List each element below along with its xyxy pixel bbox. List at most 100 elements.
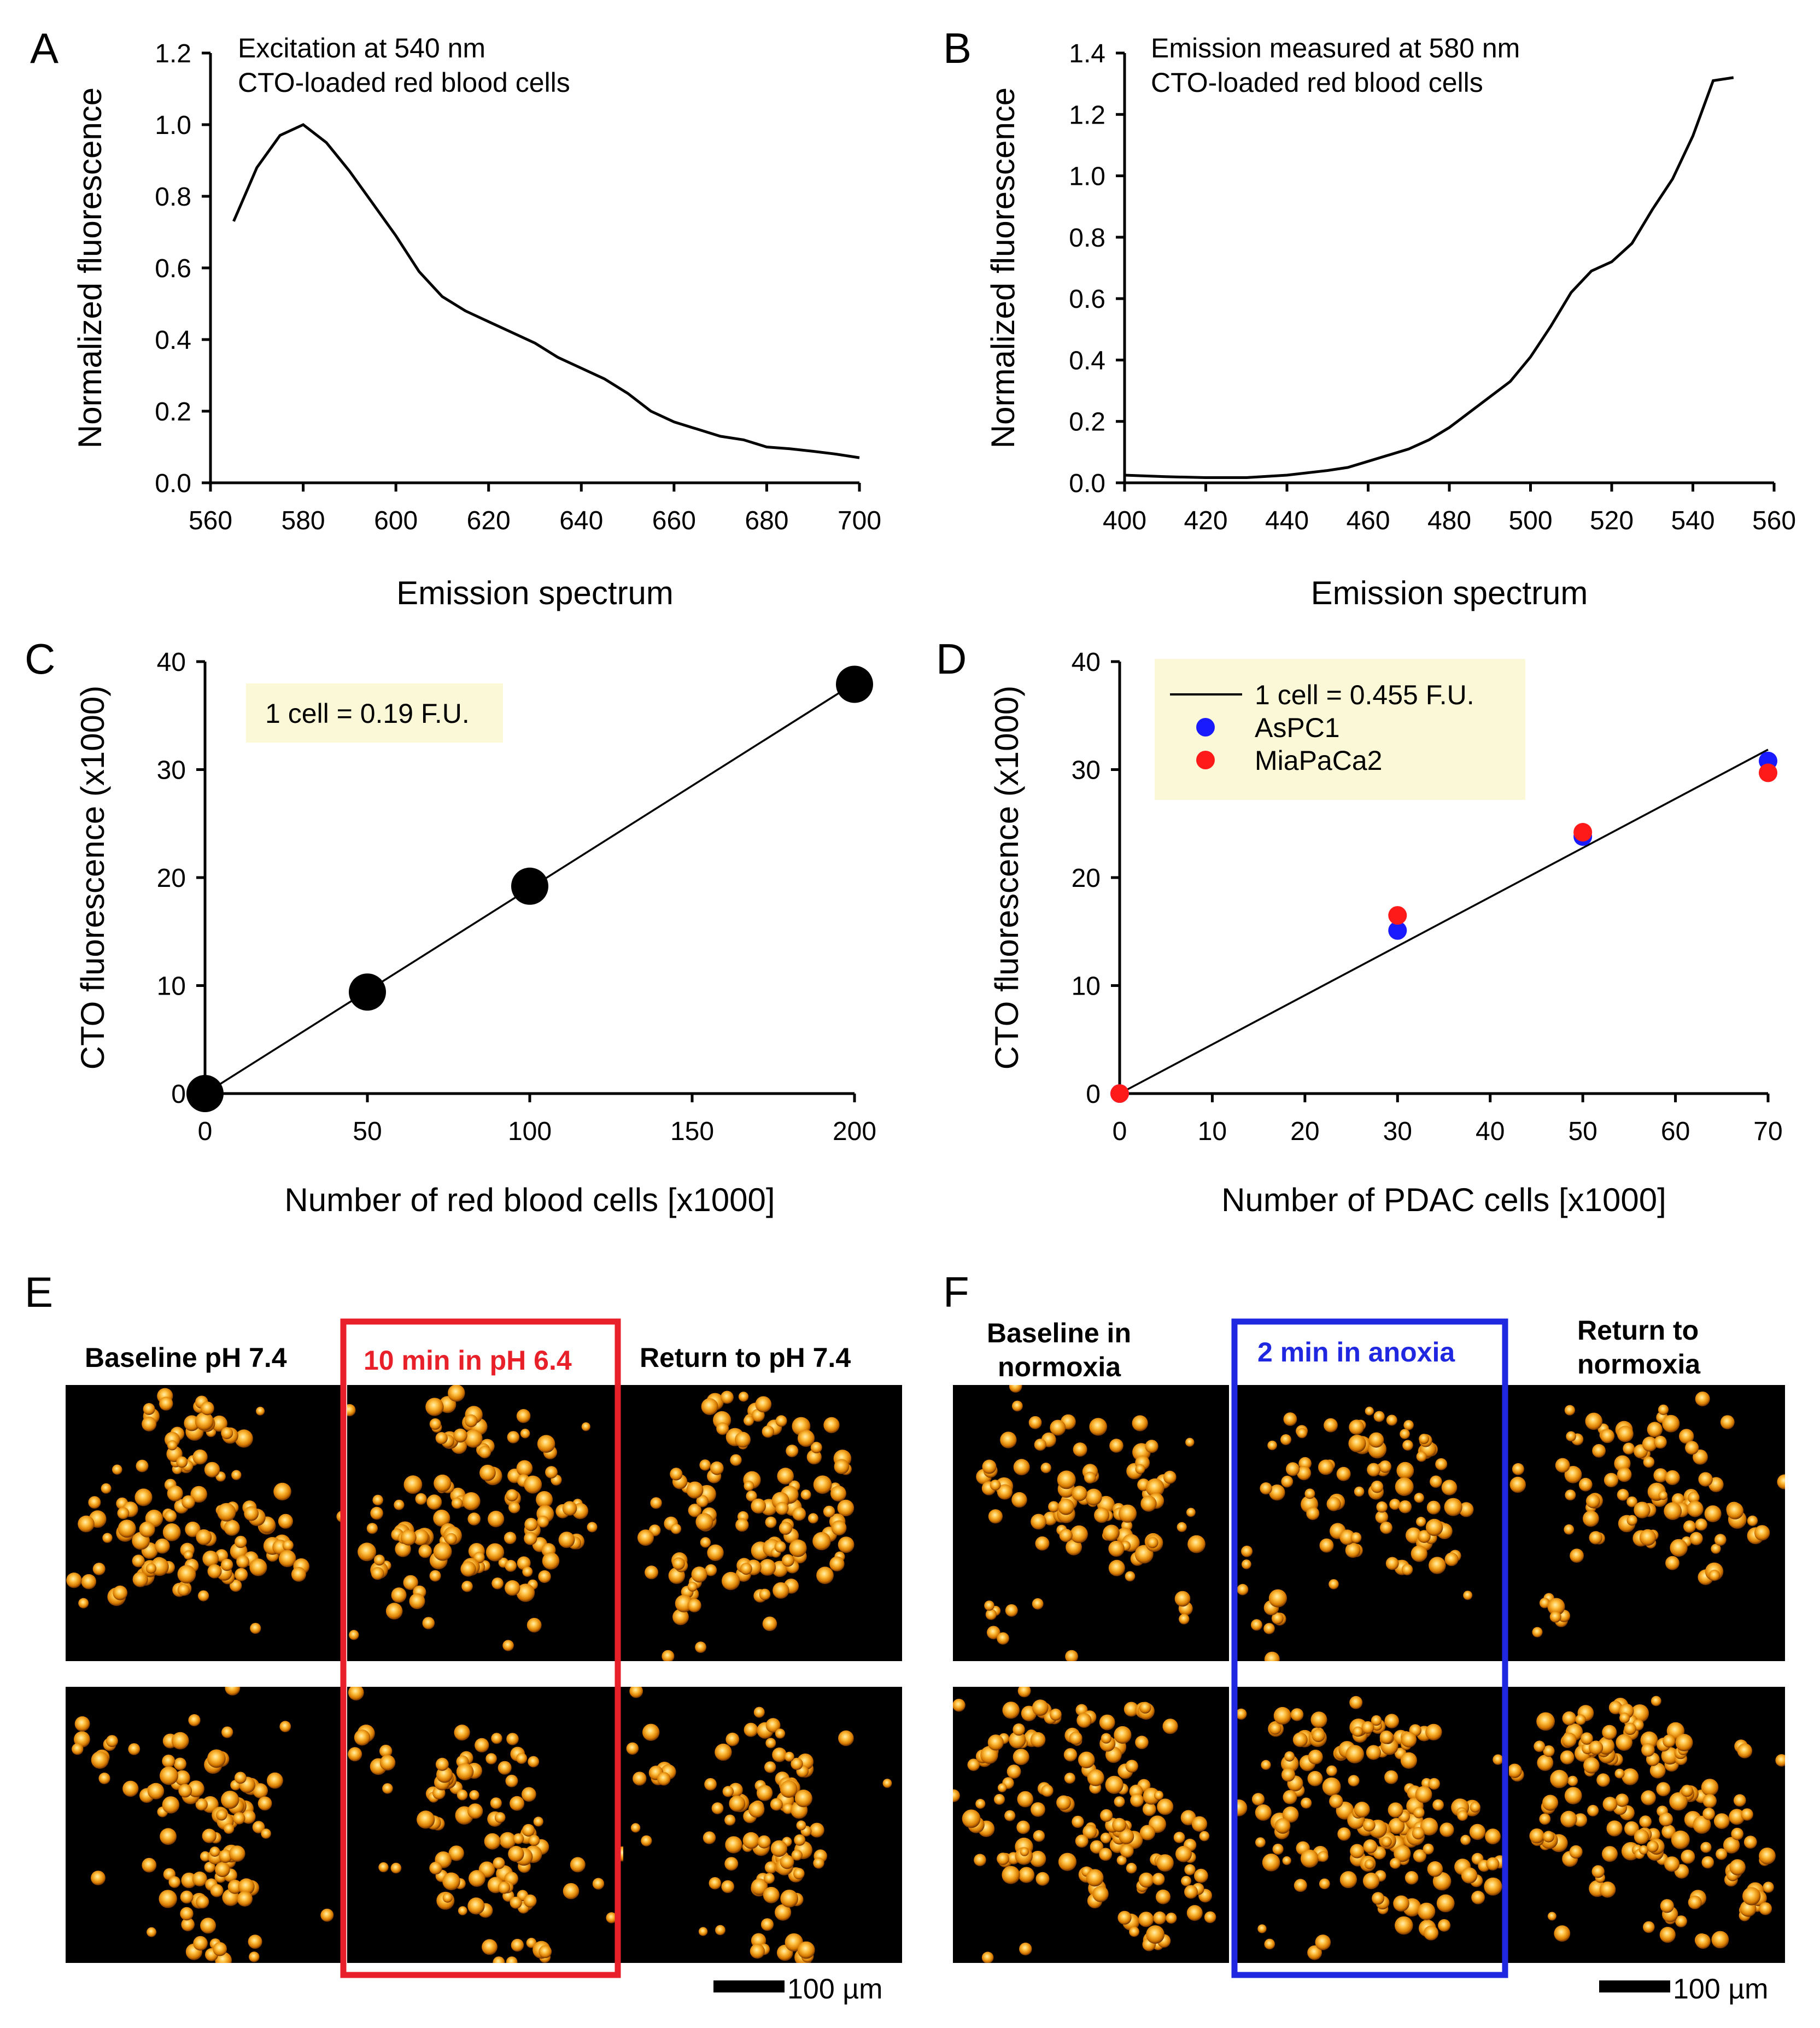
cell (837, 1499, 855, 1517)
cell (1539, 1813, 1551, 1825)
cell (1663, 1734, 1676, 1748)
cell (1153, 1911, 1167, 1925)
cell (467, 1512, 481, 1526)
cell (177, 1565, 196, 1584)
cell (1013, 1749, 1029, 1766)
cell (626, 1742, 639, 1755)
cell (1069, 1731, 1082, 1745)
cell (429, 1418, 441, 1430)
cell (672, 1557, 685, 1570)
panel-f-micrographs (953, 1385, 1785, 1963)
y-tick-label: 0.2 (1069, 408, 1105, 437)
annotation-text: Emission measured at 580 nm (1151, 33, 1520, 63)
cell (1089, 1418, 1107, 1436)
cell (1371, 1715, 1382, 1726)
cell (98, 1772, 110, 1785)
cell (1641, 1743, 1655, 1757)
cell (1350, 1532, 1362, 1544)
cell (1733, 1794, 1746, 1807)
cell (1035, 1872, 1050, 1886)
cell (686, 1481, 704, 1499)
cell (1339, 1529, 1355, 1545)
cell (148, 1782, 165, 1799)
cell (537, 1516, 549, 1528)
cell (72, 1743, 84, 1755)
cell (207, 1564, 222, 1579)
cell (354, 1729, 371, 1746)
cell (1423, 1843, 1434, 1855)
x-tick-label: 560 (189, 506, 232, 535)
cell (722, 1571, 740, 1591)
panel-f-scale-label: 100 µm (1673, 1973, 1768, 2005)
cell (1362, 1819, 1376, 1832)
cell (1306, 1507, 1320, 1520)
cell (1461, 1867, 1478, 1884)
cell (485, 1543, 505, 1562)
cell (1304, 1488, 1315, 1499)
cell (987, 1626, 1000, 1640)
cell (1016, 1820, 1030, 1834)
cell (744, 1481, 754, 1492)
cell (1064, 1773, 1075, 1784)
cell (1470, 1802, 1480, 1813)
cell (1157, 1798, 1174, 1815)
cell (136, 1459, 149, 1472)
cell (162, 1523, 181, 1541)
cell (1372, 1892, 1385, 1905)
cell (106, 1735, 118, 1748)
cell (701, 1398, 718, 1416)
cell (1375, 1510, 1389, 1524)
cell (1617, 1489, 1629, 1501)
cell (1290, 1708, 1304, 1721)
cell (235, 1568, 248, 1581)
cell (159, 1396, 173, 1411)
annotation-text: CTO-loaded red blood cells (238, 67, 570, 98)
cell (252, 1821, 265, 1834)
cell (511, 1938, 524, 1952)
cell (224, 1823, 235, 1834)
cell (1743, 1836, 1757, 1849)
cell (142, 1416, 157, 1431)
cell (1135, 1735, 1149, 1749)
cell (1665, 1470, 1680, 1486)
cell (1562, 1732, 1577, 1748)
cell (454, 1725, 470, 1741)
cell (217, 1503, 236, 1522)
cell (1695, 1392, 1710, 1406)
cell (829, 1556, 845, 1571)
cell (1429, 1557, 1446, 1574)
cell (1720, 1415, 1735, 1430)
cell (953, 1698, 965, 1712)
cell (192, 1450, 208, 1465)
cell (502, 1640, 514, 1651)
cell (458, 1906, 467, 1916)
cell (1583, 1510, 1599, 1527)
cell (1251, 1619, 1262, 1631)
cell (491, 1577, 504, 1589)
cell (524, 1532, 537, 1545)
micrograph-f-bottom-1 (953, 1687, 1229, 1963)
cell (823, 1505, 835, 1518)
cell (112, 1464, 122, 1475)
cell (1138, 1872, 1154, 1888)
cell (1564, 1787, 1582, 1805)
cell (1174, 1591, 1191, 1607)
cell (231, 1470, 242, 1480)
cell (1019, 1942, 1032, 1956)
cell (412, 1529, 429, 1546)
x-axis-title: Number of PDAC cells [x1000] (1221, 1182, 1666, 1218)
cell (1092, 1886, 1109, 1902)
cell (775, 1728, 786, 1739)
panel-d-plot: 0 10 20 30 40 50 60 70 0 10 20 30 40 Number of PDAC c… (988, 648, 1783, 1218)
cell (422, 1617, 435, 1629)
cell (813, 1475, 832, 1494)
cell (794, 1834, 806, 1846)
cell (516, 1460, 533, 1477)
cell (1622, 1768, 1639, 1785)
cell (160, 1828, 177, 1845)
micrograph-f-top-1 (953, 1385, 1229, 1661)
cell (1486, 1857, 1500, 1871)
cell (1058, 1498, 1074, 1515)
micrograph-e-top-2 (347, 1385, 626, 1661)
cell (1741, 1808, 1753, 1821)
